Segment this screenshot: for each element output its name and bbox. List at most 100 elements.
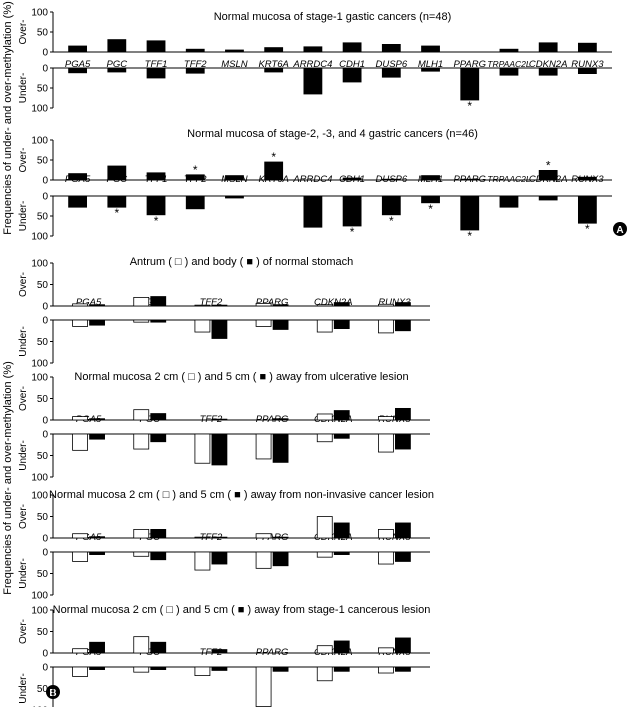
bar-over-runx3 (395, 302, 411, 307)
bar-over-cdh1 (342, 177, 362, 181)
bar-over-pparg (272, 536, 289, 539)
bar-over-pga5 (72, 303, 88, 307)
bar-over-mlh1 (421, 175, 440, 181)
over-tick-label: 50 (37, 28, 49, 39)
bar-over-tff2 (194, 536, 211, 539)
under-label: Under- (18, 558, 29, 589)
bar-over-arrdc4 (303, 46, 323, 53)
bar-under-pga5 (89, 551, 105, 555)
bar-under-cdkn2a (316, 433, 333, 443)
y-axis-title-bottom: Frequencies of under- and over-methylati… (2, 361, 14, 595)
category-label: TFF1 (145, 59, 168, 70)
bar-over-msln (225, 175, 244, 181)
under-tick-label: 100 (31, 232, 48, 243)
over-tick-label: 0 (42, 48, 48, 59)
bar-under-pga5 (72, 551, 88, 562)
bar-under-pparg (272, 551, 289, 567)
bar-under-pgc (107, 67, 127, 73)
over-tick-label: 50 (37, 156, 49, 167)
over-tick-label: 100 (31, 8, 48, 19)
category-label: DUSP6 (375, 59, 407, 70)
bar-under-pga5 (89, 666, 105, 670)
significance-star: * (585, 222, 590, 236)
bar-over-cdkn2a (538, 42, 558, 53)
category-label: TFF2 (184, 59, 207, 70)
bar-over-pgc (150, 641, 167, 654)
bar-over-pga5 (68, 173, 88, 181)
bar-under-pgc (150, 433, 167, 443)
bar-over-cdkn2a (333, 640, 350, 654)
significance-star: * (154, 214, 159, 228)
bar-under-pgc (150, 666, 167, 670)
panel-a-badge: A (613, 222, 627, 236)
bar-under-pparg (255, 319, 272, 327)
panel-a-circle (613, 222, 627, 236)
bar-under-pgc (150, 551, 167, 561)
category-label: TRPAAC2L (487, 174, 531, 184)
bar-under-tff2 (211, 666, 228, 671)
category-label: PGA5 (76, 414, 102, 425)
under-tick-label: 0 (42, 430, 48, 441)
bar-under-pparg (272, 433, 289, 463)
bar-under-tff1 (146, 67, 166, 79)
over-tick-label: 100 (31, 606, 48, 617)
under-tick-label: 50 (37, 451, 49, 462)
bar-over-cdkn2a (333, 522, 350, 539)
significance-star: * (271, 150, 276, 164)
bar-over-tff2 (185, 174, 205, 181)
under-label: Under- (18, 326, 29, 357)
bar-under-cdkn2a (538, 67, 558, 76)
chart-panel-1: Normal mucosa of stage-1 gastic cancers … (18, 8, 612, 115)
bar-under-pparg (272, 666, 289, 672)
category-label: CDH1 (339, 59, 365, 70)
chart-panel-5: Normal mucosa 2 cm ( □ ) and 5 cm ( ■ ) … (18, 489, 434, 602)
bar-under-pgc (133, 551, 150, 557)
category-label: ARRDC4 (292, 59, 332, 70)
category-label: TFF2 (200, 414, 223, 425)
bar-under-pga5 (68, 195, 88, 208)
bar-over-pgc (133, 296, 150, 307)
significance-star: * (428, 202, 433, 216)
category-label: PGC (139, 532, 160, 543)
bar-under-pga5 (68, 67, 88, 74)
bar-over-cdkn2a (316, 516, 333, 539)
category-label: TFF2 (200, 647, 223, 658)
category-label: MSLN (221, 59, 248, 70)
significance-star: * (546, 158, 551, 172)
category-label: RUNX3 (378, 414, 411, 425)
bar-over-pga5 (72, 416, 88, 421)
category-label: RUNX3 (378, 297, 411, 308)
over-tick-label: 50 (37, 280, 49, 291)
category-label: PPARG (256, 414, 289, 425)
bar-under-runx3 (395, 319, 411, 332)
significance-star: * (467, 99, 472, 113)
bar-under-pga5 (72, 666, 88, 677)
bar-over-runx3 (577, 42, 597, 53)
bar-over-runx3 (378, 529, 394, 539)
bar-under-runx3 (577, 195, 597, 224)
under-tick-label: 50 (37, 569, 49, 580)
category-label: TFF2 (200, 532, 223, 543)
bar-under-mlh1 (421, 67, 440, 72)
bar-under-dusp6 (381, 195, 401, 216)
bar-under-pgc (107, 195, 127, 208)
bar-over-runx3 (577, 176, 597, 181)
chart-title: Antrum ( □ ) and body ( ■ ) of normal st… (130, 256, 354, 268)
over-tick-label: 100 (31, 491, 48, 502)
chart-panel-2: Normal mucosa of stage-2, -3, and 4 gast… (18, 128, 612, 243)
under-tick-label: 50 (37, 212, 49, 223)
over-label: Over- (18, 148, 29, 173)
bar-under-runx3 (378, 666, 394, 674)
bar-over-dusp6 (381, 178, 401, 181)
bar-under-pgc (133, 433, 150, 450)
chart-title: Normal mucosa of stage-1 gastic cancers … (214, 11, 452, 23)
category-label: PGC (139, 297, 160, 308)
category-label: PGA5 (65, 59, 91, 70)
bar-over-pgc (107, 165, 127, 181)
bar-under-runx3 (395, 433, 411, 450)
bar-over-runx3 (395, 522, 411, 539)
bar-over-dusp6 (381, 44, 401, 53)
bar-over-pparg (255, 533, 272, 539)
bar-over-pga5 (89, 304, 105, 307)
